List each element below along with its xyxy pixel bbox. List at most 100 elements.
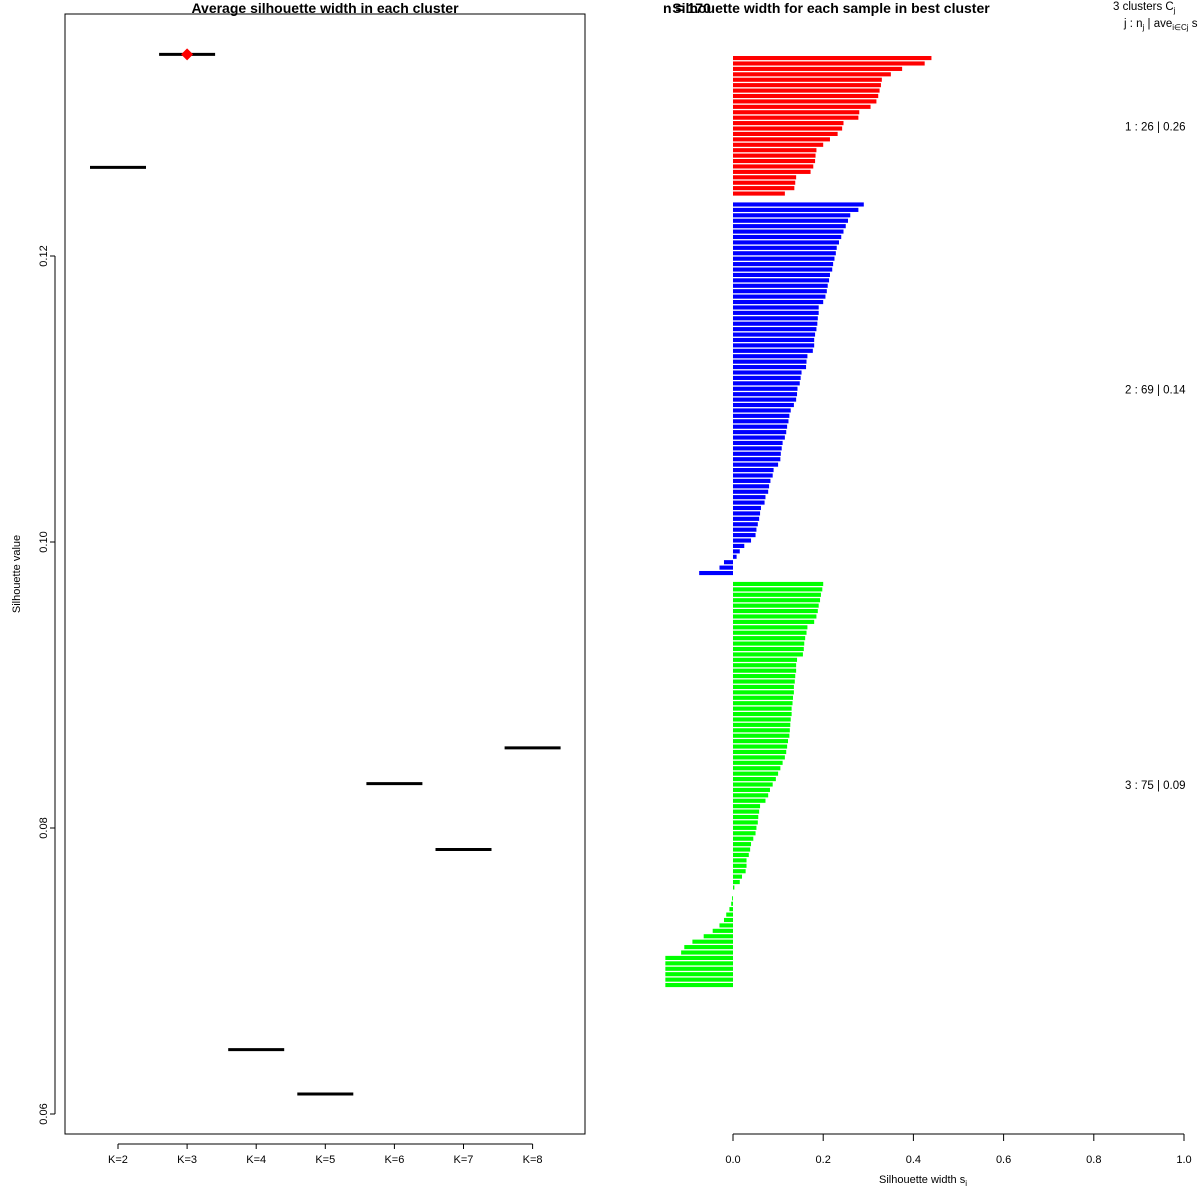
silhouette-bar xyxy=(733,310,819,315)
silhouette-bar xyxy=(703,934,733,939)
right-x-axis-label-sub: i xyxy=(965,1179,967,1188)
legend-header-2-end: s xyxy=(1189,18,1198,30)
silhouette-bar xyxy=(733,245,837,250)
silhouette-bar xyxy=(733,836,754,841)
silhouette-bar xyxy=(733,104,871,109)
silhouette-bar xyxy=(733,701,793,706)
silhouette-bar xyxy=(733,289,827,294)
silhouette-bar xyxy=(733,874,743,879)
silhouette-bar xyxy=(733,625,808,630)
silhouette-bar xyxy=(733,609,818,614)
silhouette-bar xyxy=(733,885,735,890)
silhouette-bar xyxy=(733,863,747,868)
silhouette-bar xyxy=(733,468,774,473)
silhouette-bar xyxy=(733,327,817,332)
left-panel: Average silhouette width in each cluster… xyxy=(11,0,586,1166)
left-y-tick-label: 0.08 xyxy=(38,817,50,838)
silhouette-bar xyxy=(733,473,773,478)
legend-header-1-main: 3 clusters C xyxy=(1113,1,1174,13)
silhouette-bar xyxy=(733,131,838,136)
silhouette-bar xyxy=(719,565,733,570)
silhouette-bar xyxy=(733,744,788,749)
silhouette-bar xyxy=(733,592,821,597)
silhouette-bar xyxy=(733,430,787,435)
silhouette-bar xyxy=(733,169,811,174)
silhouette-bar xyxy=(733,641,805,646)
legend-header-1: 3 clusters Cj xyxy=(1113,1,1176,15)
silhouette-bar xyxy=(733,419,789,424)
silhouette-bar xyxy=(733,397,797,402)
silhouette-bar xyxy=(733,739,789,744)
silhouette-bar xyxy=(733,88,880,93)
right-chart-title: Silhouette width for each sample in best… xyxy=(672,0,990,16)
silhouette-bar xyxy=(733,299,824,305)
silhouette-bar xyxy=(733,847,751,852)
silhouette-bar xyxy=(733,316,818,321)
silhouette-bar xyxy=(733,880,740,885)
silhouette-bar xyxy=(733,408,791,413)
silhouette-bar xyxy=(733,332,816,337)
right-panel: n = 170 Silhouette width for each sample… xyxy=(663,0,1198,1188)
silhouette-bar xyxy=(733,484,770,489)
legend-header-2-sub2: i∈Cj xyxy=(1172,23,1189,32)
left-x-tick-label: K=3 xyxy=(177,1154,197,1166)
silhouette-bar xyxy=(733,598,821,603)
silhouette-bar xyxy=(733,164,814,169)
silhouette-bar xyxy=(733,825,757,830)
silhouette-bar xyxy=(681,950,733,955)
silhouette-bar xyxy=(712,928,733,933)
silhouette-bar xyxy=(719,923,733,928)
silhouette-bar xyxy=(733,272,830,277)
silhouette-bar xyxy=(733,652,803,657)
silhouette-bar xyxy=(733,728,790,733)
silhouette-bar xyxy=(692,939,733,944)
silhouette-bar xyxy=(733,386,798,391)
silhouette-bar xyxy=(733,663,797,668)
silhouette-bar xyxy=(733,224,846,229)
silhouette-bar xyxy=(733,478,771,483)
silhouette-bar xyxy=(733,202,864,207)
silhouette-bar xyxy=(733,446,782,451)
silhouette-bar xyxy=(732,896,733,901)
right-x-tick-label: 1.0 xyxy=(1176,1154,1191,1166)
cluster-legend-entry: 2 : 69 | 0.14 xyxy=(1125,384,1186,396)
right-x-axis-label: Silhouette width si xyxy=(879,1174,967,1188)
right-bars xyxy=(665,56,932,988)
silhouette-bar xyxy=(733,755,785,760)
silhouette-bar xyxy=(733,148,817,153)
silhouette-bar xyxy=(733,256,835,261)
legend-header-2-main: j : n xyxy=(1123,18,1143,30)
left-y-axis-label: Silhouette value xyxy=(11,535,23,613)
silhouette-bar xyxy=(733,766,781,771)
silhouette-bar xyxy=(733,158,816,164)
right-x-axis: 0.0 0.2 0.4 0.6 0.8 1.0 xyxy=(725,1133,1192,1166)
right-title-overlap: n = 170 xyxy=(663,0,711,16)
silhouette-bar xyxy=(733,505,761,511)
silhouette-bar xyxy=(733,527,757,532)
silhouette-bar xyxy=(733,218,849,223)
left-x-tick-label: K=2 xyxy=(108,1154,128,1166)
left-y-tick-label: 0.12 xyxy=(38,245,50,266)
silhouette-bar xyxy=(733,126,843,131)
silhouette-bar xyxy=(733,381,800,386)
silhouette-bar xyxy=(733,191,785,196)
silhouette-bar xyxy=(733,636,806,641)
silhouette-bar xyxy=(733,549,740,554)
silhouette-bar xyxy=(726,912,733,917)
silhouette-bar xyxy=(733,858,747,863)
silhouette-bar xyxy=(733,93,879,99)
silhouette-bar xyxy=(733,533,756,538)
silhouette-bar xyxy=(733,110,860,115)
left-y-axis: 0.06 0.08 0.10 0.12 xyxy=(38,245,56,1125)
silhouette-bar xyxy=(733,180,796,185)
silhouette-bar xyxy=(733,554,737,559)
silhouette-bar xyxy=(733,679,795,684)
silhouette-bar xyxy=(733,869,746,874)
silhouette-bar xyxy=(665,972,733,977)
silhouette-bar xyxy=(733,207,859,212)
silhouette-bar xyxy=(733,489,769,494)
silhouette-bar xyxy=(733,777,776,782)
left-x-tick-label: K=8 xyxy=(523,1154,543,1166)
silhouette-bar xyxy=(733,511,761,516)
silhouette-bar xyxy=(733,516,760,521)
